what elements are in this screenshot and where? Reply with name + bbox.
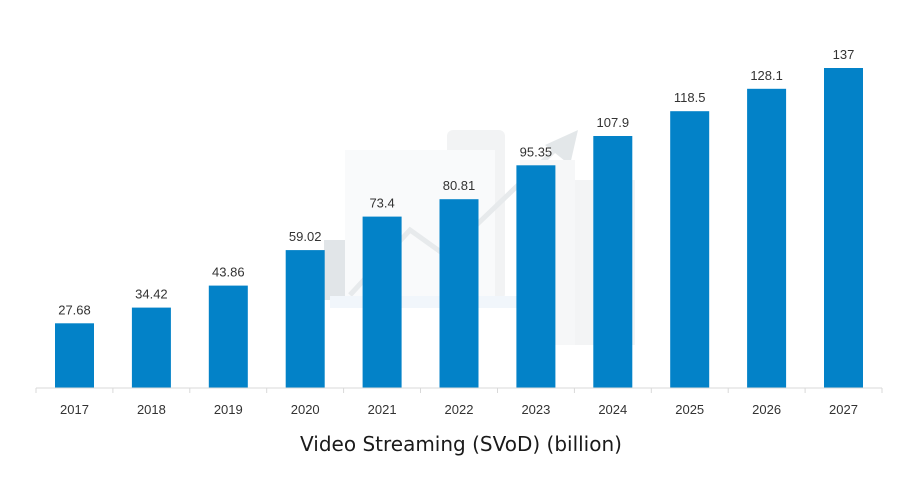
data-label-2024: 107.9: [597, 115, 630, 130]
bar-2027: [824, 68, 863, 388]
x-tick-label-2026: 2026: [752, 402, 781, 417]
bar-2024: [593, 136, 633, 388]
x-tick-label-2018: 2018: [137, 402, 166, 417]
bar-2025: [670, 111, 710, 388]
data-label-2017: 27.68: [58, 302, 91, 317]
x-tick-label-2025: 2025: [675, 402, 704, 417]
data-label-2027: 137: [833, 47, 855, 62]
bar-2026: [747, 88, 787, 389]
x-tick-label-2019: 2019: [214, 402, 243, 417]
x-tick-label-2021: 2021: [368, 402, 397, 417]
x-tick-label-2024: 2024: [598, 402, 627, 417]
bar-2020: [285, 250, 325, 388]
x-tick-label-2022: 2022: [445, 402, 474, 417]
x-tick-label-2020: 2020: [291, 402, 320, 417]
data-label-2018: 34.42: [135, 287, 168, 302]
x-tick-label-2023: 2023: [521, 402, 550, 417]
data-label-2020: 59.02: [289, 229, 322, 244]
bar-2017: [55, 323, 94, 388]
bar-2021: [362, 216, 402, 388]
data-label-2025: 118.5: [674, 90, 706, 105]
x-axis-title: Video Streaming (SVoD) (billion): [300, 432, 622, 456]
bar-2022: [439, 199, 479, 388]
bar-2023: [516, 165, 556, 388]
data-label-2022: 80.81: [443, 178, 476, 193]
bar-2019: [208, 285, 248, 388]
bar-2018: [131, 307, 171, 388]
data-label-2023: 95.35: [520, 144, 553, 159]
data-label-2021: 73.4: [369, 196, 394, 211]
x-tick-label-2027: 2027: [829, 402, 858, 417]
data-label-2019: 43.86: [212, 265, 245, 280]
x-tick-label-2017: 2017: [60, 402, 89, 417]
data-label-2026: 128.1: [750, 68, 783, 83]
